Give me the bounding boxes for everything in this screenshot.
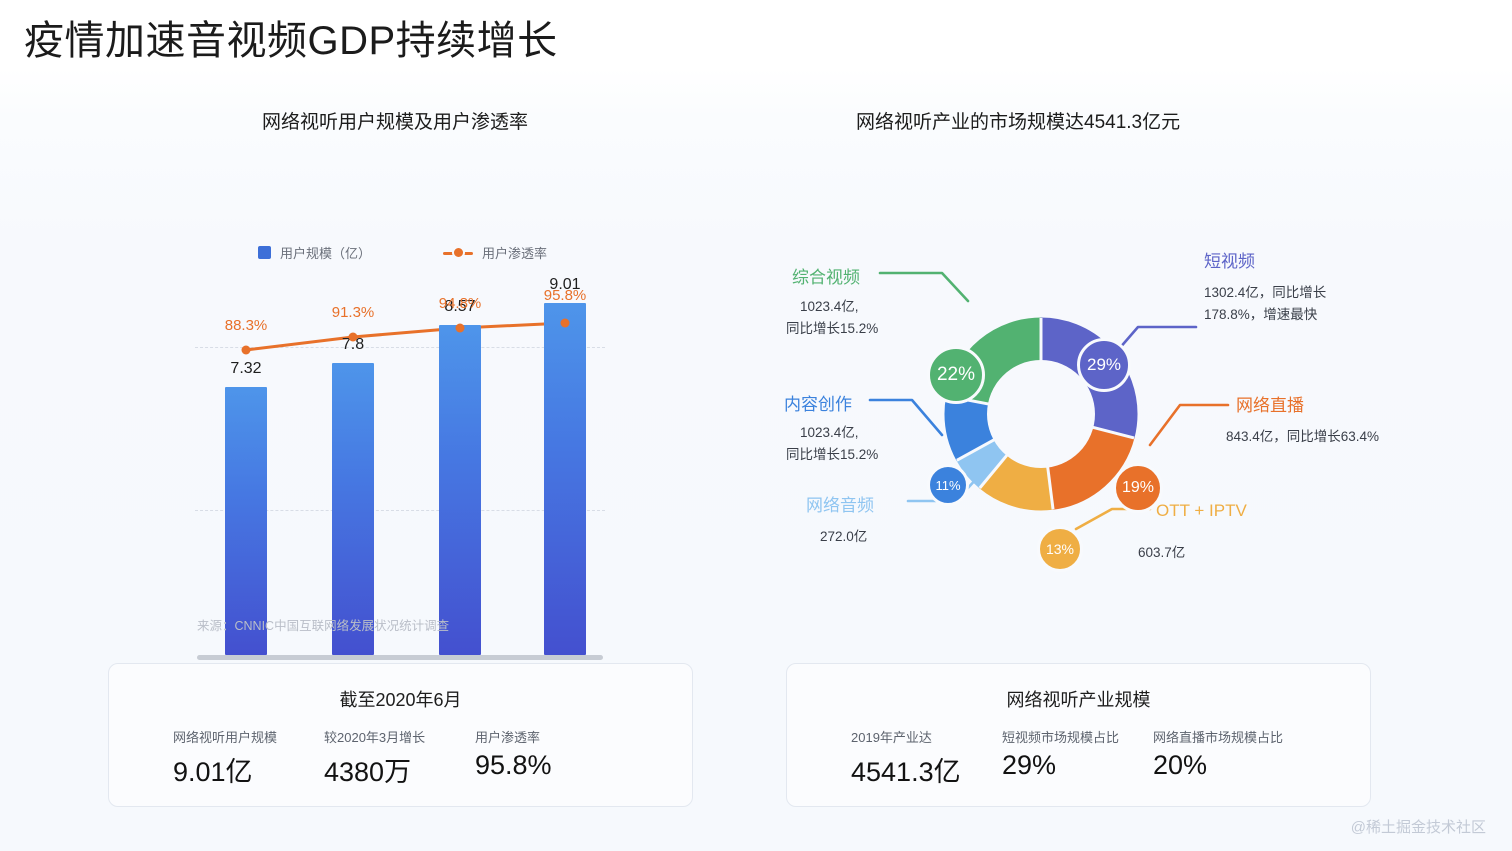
line-value-2019-06: 91.3%	[331, 304, 375, 321]
donut-label-online-audio: 网络音频	[806, 496, 874, 515]
summary-stats-right: 2019年产业达 4541.3亿 短视频市场规模占比 29% 网络直播市场规模占…	[787, 727, 1370, 789]
stat-user-scale: 网络视听用户规模 9.01亿	[173, 727, 324, 789]
market-share-donut-chart: 29% 19% 13% 11% 22%	[927, 315, 1163, 572]
donut-percent-content-creation[interactable]: 11%	[927, 464, 969, 506]
bar-value-2019-06: 7.8	[341, 336, 365, 353]
stat-penetration: 用户渗透率 95.8%	[475, 727, 626, 789]
bar-chart-legend: 用户规模（亿） 用户渗透率	[258, 243, 547, 262]
donut-slice-content-creation[interactable]	[944, 317, 1138, 511]
donut-desc-live-streaming: 843.4亿，同比增长63.4%	[1226, 429, 1380, 444]
legend-item-penetration: 用户渗透率	[443, 243, 547, 262]
legend-square-icon	[258, 246, 271, 259]
donut-desc-integrated-video-line2: 同比增长15.2%	[786, 321, 879, 336]
donut-desc-ott-iptv: 603.7亿	[1138, 545, 1186, 560]
stat-value-growth: 4380万	[324, 757, 412, 787]
page-title: 疫情加速音视频GDP持续增长	[24, 19, 558, 63]
stat-growth: 较2020年3月增长 4380万	[324, 727, 475, 789]
stat-label-live-streaming-share: 网络直播市场规模占比	[1153, 730, 1284, 745]
watermark: @稀土掘金技术社区	[1350, 819, 1486, 836]
donut-desc-content-creation-line2: 同比增长15.2%	[786, 447, 879, 462]
bar-chart-baseline	[197, 655, 603, 660]
stat-value-live-streaming-share: 20%	[1153, 750, 1208, 780]
legend-line-dot-icon	[443, 247, 474, 259]
left-chart-title: 网络视听用户规模及用户渗透率	[262, 112, 529, 133]
bar-value-2018-12: 7.32	[230, 360, 262, 377]
stat-value-penetration: 95.8%	[475, 750, 552, 780]
stat-industry-2019: 2019年产业达 4541.3亿	[851, 727, 1002, 789]
line-point-2020-06[interactable]	[560, 318, 570, 328]
summary-card-title-right: 网络视听产业规模	[1006, 690, 1151, 710]
donut-label-integrated-video: 综合视频	[792, 268, 860, 287]
gridline-lower	[195, 510, 605, 511]
donut-desc-online-audio: 272.0亿	[820, 529, 868, 544]
bar-value-2020-06: 9.01	[549, 276, 581, 293]
line-point-2019-06[interactable]	[348, 332, 358, 342]
summary-stats-left: 网络视听用户规模 9.01亿 较2020年3月增长 4380万 用户渗透率 95…	[109, 727, 692, 789]
line-value-2018-12: 88.3%	[224, 317, 268, 334]
donut-desc-short-video-line1: 1302.4亿，同比增长	[1204, 285, 1327, 300]
line-value-2020-06: 95.8%	[543, 287, 587, 304]
donut-label-ott-iptv: OTT + IPTV	[1156, 501, 1247, 520]
legend-item-user-scale: 用户规模（亿）	[258, 243, 371, 262]
chart-source-note: 来源：CNNIC中国互联网络发展状况统计调查	[197, 619, 450, 633]
donut-desc-integrated-video-line1: 1023.4亿,	[800, 299, 859, 314]
stat-label-growth: 较2020年3月增长	[324, 730, 426, 745]
stat-label-penetration: 用户渗透率	[475, 730, 541, 745]
donut-label-live-streaming: 网络直播	[1236, 396, 1304, 415]
bar-2020-06[interactable]	[544, 303, 586, 655]
summary-card-industry-scale: 网络视听产业规模 2019年产业达 4541.3亿 短视频市场规模占比 29% …	[786, 663, 1371, 807]
line-value-2020-03: 94.8%	[438, 295, 482, 312]
donut-percent-integrated-video[interactable]: 22%	[927, 346, 985, 404]
donut-label-content-creation: 内容创作	[784, 395, 852, 414]
line-point-2018-12[interactable]	[241, 345, 251, 355]
summary-card-user-scale: 截至2020年6月 网络视听用户规模 9.01亿 较2020年3月增长 4380…	[108, 663, 693, 807]
stat-short-video-share: 短视频市场规模占比 29%	[1002, 727, 1153, 789]
bar-value-2020-03: 8.57	[444, 298, 476, 315]
right-chart-panel: 网络视听产业的市场规模达4541.3亿元	[760, 95, 1512, 655]
donut-percent-ott-iptv[interactable]: 13%	[1037, 526, 1083, 572]
left-chart-panel: 网络视听用户规模及用户渗透率 用户规模（亿） 用户渗透率	[0, 95, 756, 687]
bar-2019-06[interactable]	[332, 363, 374, 655]
stat-label-industry-2019: 2019年产业达	[851, 730, 932, 745]
line-point-2020-03[interactable]	[455, 323, 465, 333]
stat-live-streaming-share: 网络直播市场规模占比 20%	[1153, 727, 1304, 789]
summary-card-title-left: 截至2020年6月	[339, 690, 462, 710]
bar-2020-03[interactable]	[439, 325, 481, 655]
right-chart-title: 网络视听产业的市场规模达4541.3亿元	[856, 112, 1181, 133]
donut-svg	[944, 317, 1138, 511]
stat-value-user-scale: 9.01亿	[173, 757, 253, 787]
legend-label-user-scale: 用户规模（亿）	[280, 246, 372, 261]
donut-label-short-video: 短视频	[1204, 252, 1255, 271]
donut-percent-live-streaming[interactable]: 19%	[1113, 463, 1163, 513]
donut-slice-ott-iptv[interactable]	[944, 317, 1138, 511]
stat-value-short-video-share: 29%	[1002, 750, 1057, 780]
stat-label-short-video-share: 短视频市场规模占比	[1002, 730, 1120, 745]
legend-label-penetration: 用户渗透率	[482, 246, 548, 261]
donut-desc-content-creation-line1: 1023.4亿,	[800, 425, 859, 440]
bar-chart-plot: 7.32 7.8 8.57 9.01 88.3% 91.3% 94.8% 95.…	[195, 200, 615, 687]
donut-center-hole	[987, 360, 1095, 468]
stat-label-user-scale: 网络视听用户规模	[173, 730, 278, 745]
donut-percent-short-video[interactable]: 29%	[1077, 338, 1131, 392]
bar-2018-12[interactable]	[225, 387, 267, 655]
stat-value-industry-2019: 4541.3亿	[851, 757, 961, 787]
donut-desc-short-video-line2: 178.8%，增速最快	[1204, 307, 1318, 322]
